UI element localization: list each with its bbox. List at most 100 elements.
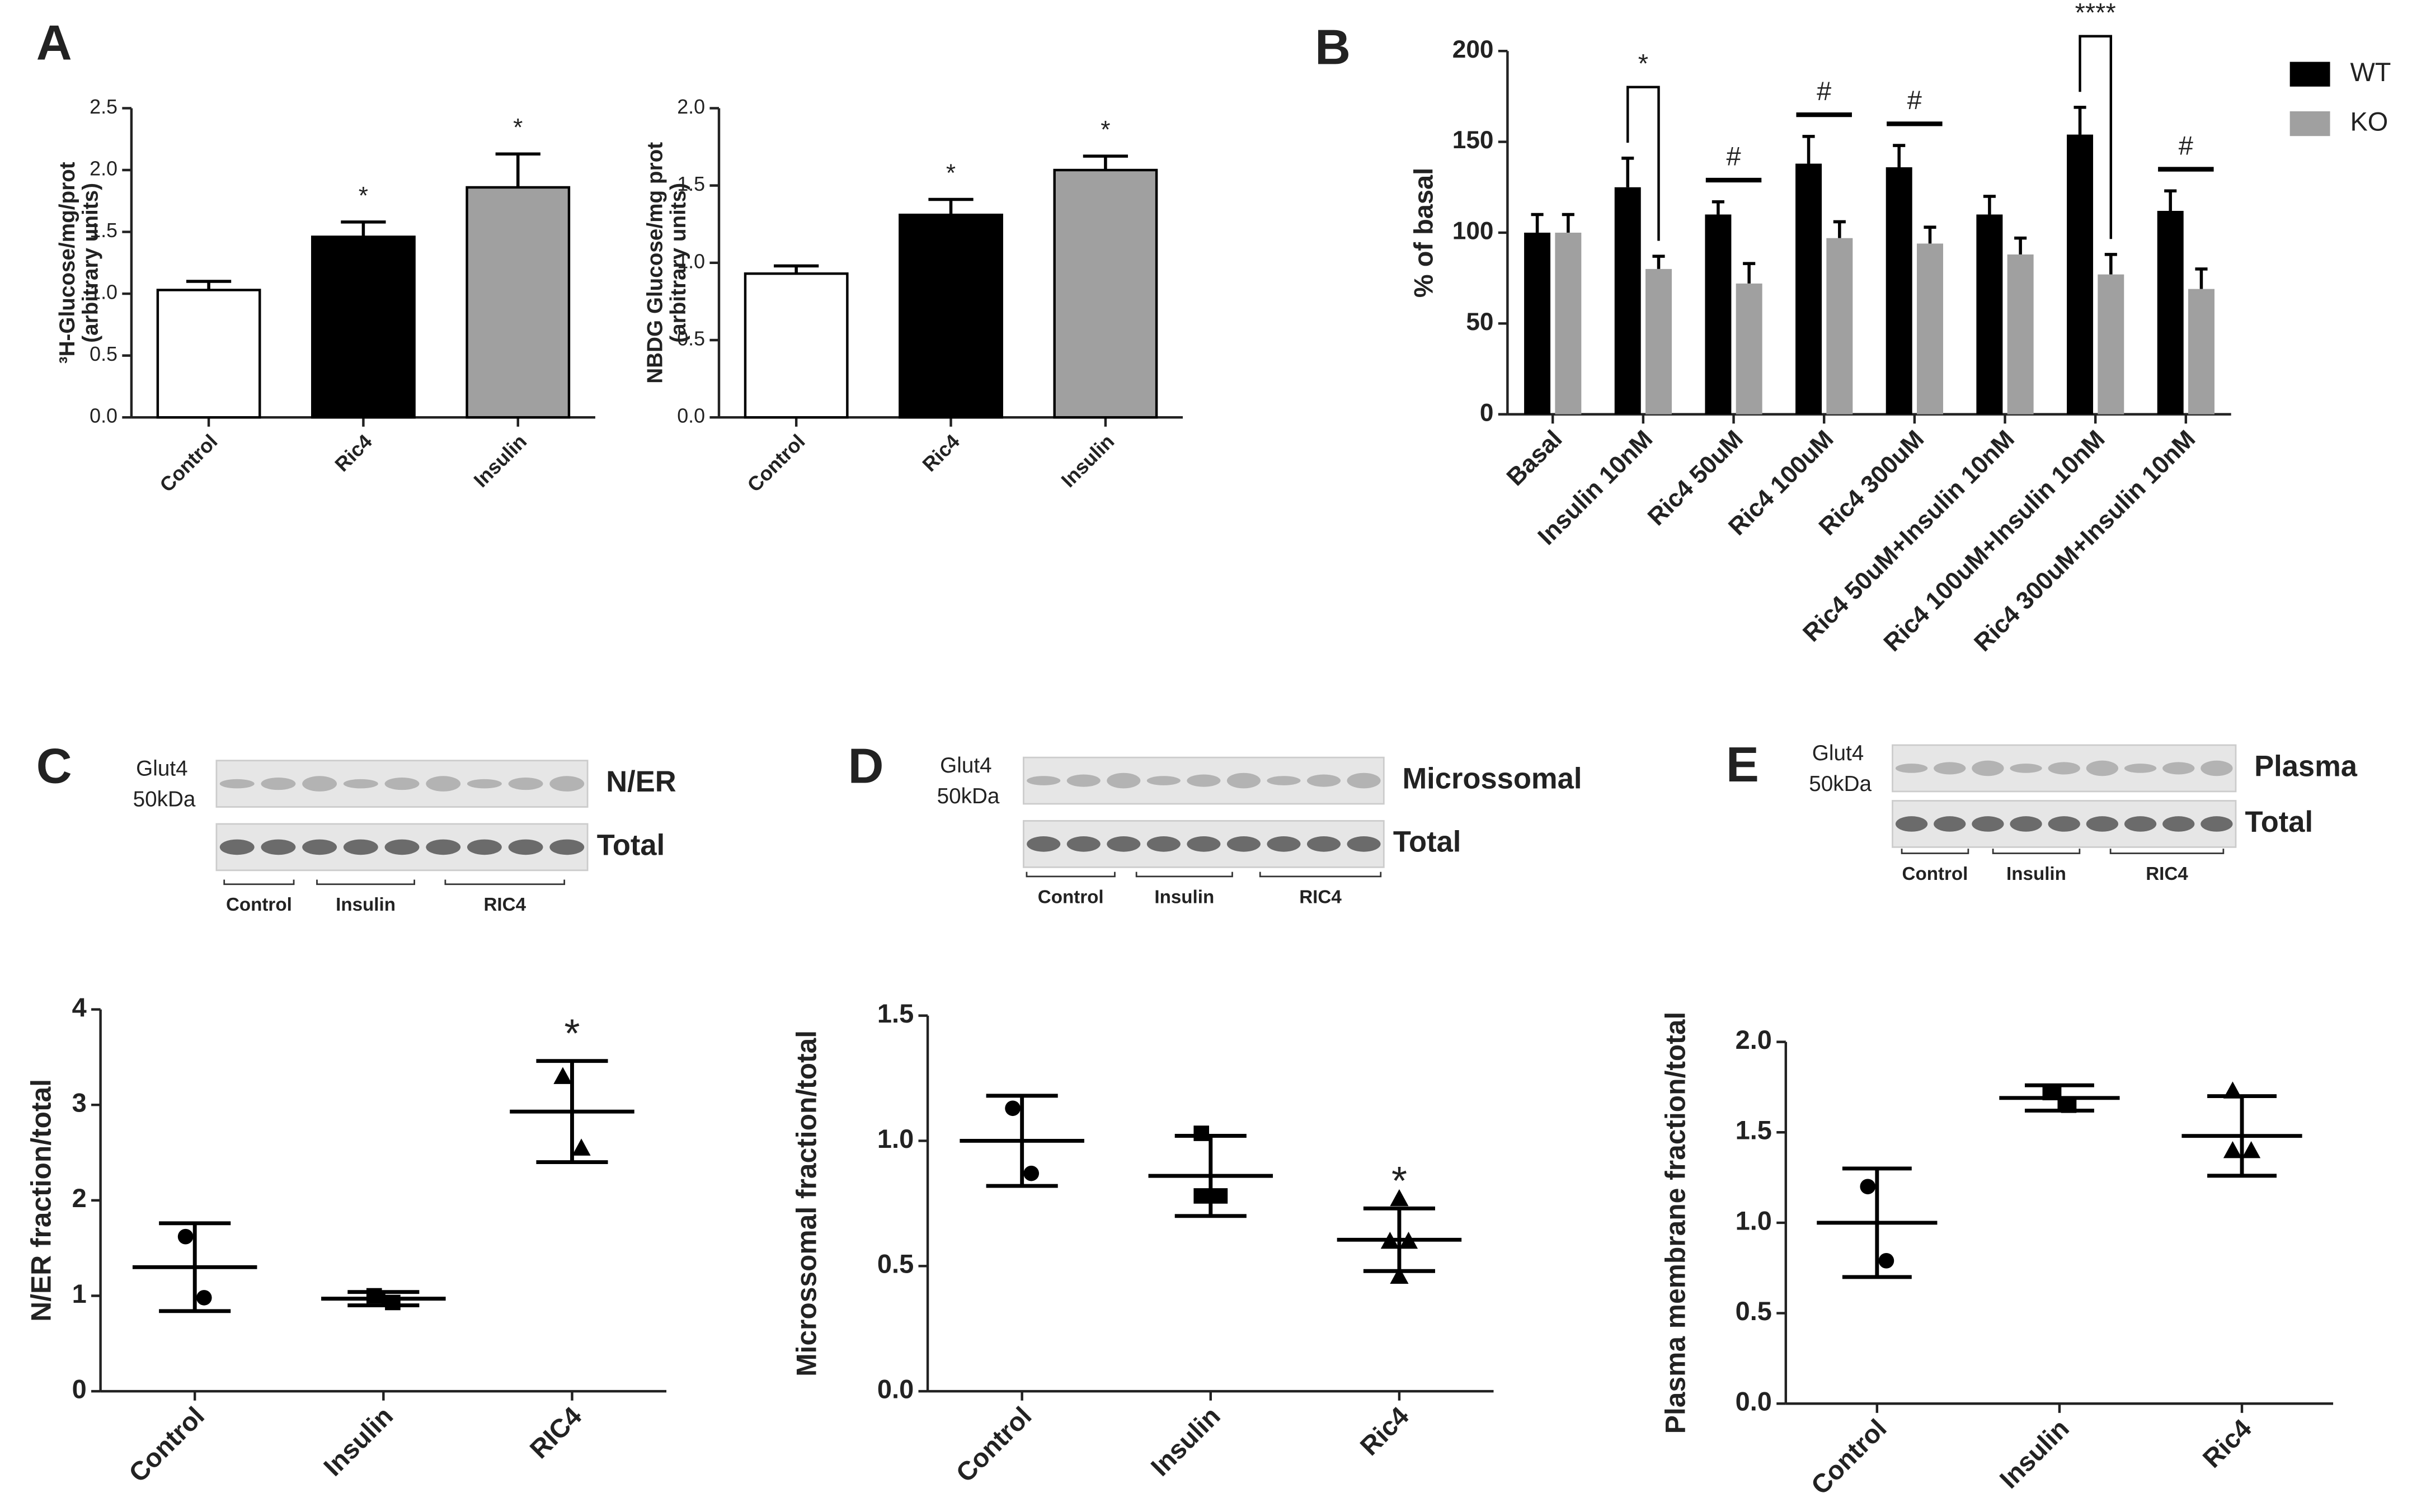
y-tick-label: 50 [1466,308,1493,336]
panel-letter: A [36,15,72,70]
y-tick-label: 0 [1480,399,1494,426]
y-tick-label: 1.5 [677,172,705,195]
x-tick-label: Insulin [318,1401,398,1481]
blot-total: Total [597,828,665,861]
significance-label: * [1391,1158,1407,1203]
bar [1795,163,1822,414]
y-tick-label: 150 [1452,126,1494,154]
data-point [1878,1253,1894,1269]
blot-protein: Glut4 [940,753,991,778]
blot-band [1895,816,1928,832]
blot-total: Total [2245,806,2314,839]
significance-label: * [359,182,368,209]
data-point [1212,1188,1228,1204]
data-point [2223,1141,2242,1158]
y-tick-label: 0.0 [677,404,705,427]
significance-label: # [2179,130,2193,160]
y-axis-label: ³H-Glucose/mg/prot [55,162,79,364]
blot-band [1107,836,1141,852]
bar [311,235,416,419]
blot-group-line [316,879,415,885]
blot-group-line [1026,872,1116,878]
blot-band [2162,816,2195,832]
data-point [1390,1266,1409,1284]
blot-band [1934,816,1966,832]
blot-band [467,839,502,855]
x-tick-label: Ric4 [1354,1401,1414,1461]
blot-band [1226,773,1261,789]
blot-size: 50kDa [133,788,196,812]
x-tick-label: Ric4 [918,430,964,476]
blot-band [2162,762,2195,775]
x-tick-label: Insulin [1993,1413,2074,1494]
y-tick-label: 0.0 [90,404,117,427]
blot-group-label: Control [226,894,292,915]
data-point [1860,1179,1876,1195]
blot-group-label: Control [1902,864,1968,884]
y-tick-label: 0.5 [90,342,117,365]
blot-band [426,839,461,855]
blot-protein: Glut4 [1812,741,1864,765]
blot-protein: Glut4 [136,756,187,780]
blot-group-label: RIC4 [483,894,526,915]
data-point [1380,1231,1399,1249]
bar [744,272,849,419]
blot-band [2201,816,2233,832]
blot-band [1267,776,1301,785]
y-axis-label: (arbitrary units) [666,183,690,343]
legend-swatch [2289,62,2330,87]
blot-band [2086,760,2119,776]
blot-band [1027,776,1061,785]
blot-band [1146,836,1181,852]
blot-band [1187,836,1221,852]
bar [1555,232,1582,414]
panel-letter: D [848,738,884,794]
y-axis-label: Plasma membrane fraction/total [1659,1012,1691,1434]
significance-label: **** [2075,0,2116,27]
x-tick-label: Control [155,430,222,496]
blot-band [2201,760,2233,776]
y-tick-label: 1.0 [677,249,705,272]
x-tick-label: Insulin [469,430,531,492]
bar [1524,232,1551,414]
bar [1645,269,1672,414]
y-tick-label: 1.5 [877,998,914,1028]
data-point [553,1067,572,1084]
blot-band [2010,764,2042,773]
data-point [2042,1085,2058,1100]
blot-group-line [1259,872,1382,878]
blot-band [2124,816,2157,832]
data-point [1399,1231,1418,1249]
significance-label: # [1726,142,1741,171]
significance-label: * [1101,116,1110,144]
significance-bracket [2079,35,2113,239]
blot-group-label: Insulin [336,894,396,915]
blot-band [219,839,255,855]
y-tick-label: 2.0 [677,95,705,118]
y-tick-label: 1.5 [90,219,117,242]
legend-label: WT [2350,57,2391,87]
x-tick-label: Ric4 [2197,1413,2257,1473]
blot-band [384,839,420,855]
y-tick-label: 0.5 [677,327,705,350]
blot-band [1107,773,1141,789]
blot-band [549,839,585,855]
data-point [1193,1188,1210,1204]
y-tick-label: 0.5 [877,1249,914,1279]
x-tick-label: Insulin [1145,1401,1225,1481]
blot-band [1066,774,1101,787]
blot-fraction: Plasma [2254,750,2358,783]
x-tick-label: Basal [1502,425,1568,491]
y-tick-label: 2.0 [1736,1025,1772,1054]
y-axis-label: Microssomal fraction/total [791,1030,822,1377]
blot-band [2124,764,2157,773]
data-point [2223,1081,2242,1099]
bar [1705,214,1732,414]
blot-band [1146,776,1181,785]
blot-band [508,778,543,790]
x-tick-label: Control [1805,1413,1892,1500]
y-tick-label: 1.0 [90,281,117,304]
blot-band [1267,836,1301,852]
y-tick-label: 1 [72,1279,87,1308]
bar [2007,254,2034,414]
